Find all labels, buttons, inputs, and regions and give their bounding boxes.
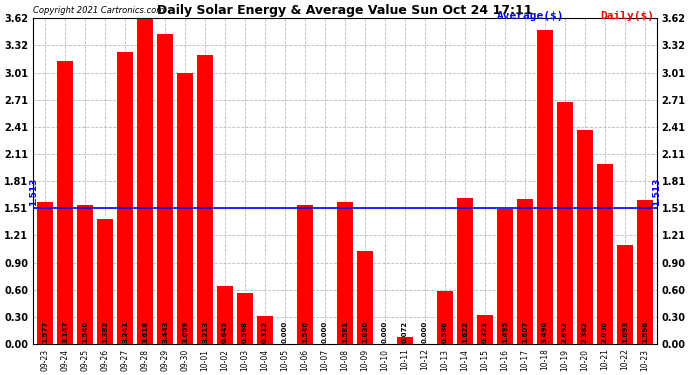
Text: 0.000: 0.000 [282,321,288,343]
Bar [117,53,133,344]
Text: 0.000: 0.000 [322,321,328,343]
Text: 2.692: 2.692 [562,321,568,343]
Bar [97,219,113,344]
Bar [77,205,93,344]
Text: 3.443: 3.443 [162,320,168,343]
Text: 1.577: 1.577 [42,321,48,343]
Text: 0.645: 0.645 [222,321,228,343]
Text: 3.490: 3.490 [542,321,548,343]
Text: 1.513: 1.513 [652,177,661,206]
Bar [57,61,73,344]
Text: 1.622: 1.622 [462,321,468,343]
Bar [557,102,573,344]
Bar [597,164,613,344]
Text: 3.618: 3.618 [142,321,148,343]
Text: 1.382: 1.382 [102,321,108,343]
Text: 3.213: 3.213 [202,321,208,343]
Text: 3.009: 3.009 [182,321,188,343]
Text: 2.382: 2.382 [582,321,588,343]
Text: 1.581: 1.581 [342,321,348,343]
Bar [477,315,493,344]
Bar [177,73,193,344]
Text: Copyright 2021 Cartronics.com: Copyright 2021 Cartronics.com [33,6,164,15]
Bar [357,251,373,344]
Text: 1.596: 1.596 [642,321,648,343]
Text: 1.513: 1.513 [29,177,38,206]
Text: 0.312: 0.312 [262,321,268,343]
Title: Daily Solar Energy & Average Value Sun Oct 24 17:11: Daily Solar Energy & Average Value Sun O… [157,4,533,17]
Bar [497,209,513,344]
Text: 0.321: 0.321 [482,321,488,343]
Text: 0.000: 0.000 [382,321,388,343]
Bar [337,202,353,344]
Bar [197,55,213,344]
Bar [537,30,553,344]
Text: 1.540: 1.540 [82,321,88,343]
Bar [257,316,273,344]
Bar [157,34,173,344]
Text: 0.586: 0.586 [442,321,448,343]
Text: 1.093: 1.093 [622,321,628,343]
Bar [517,199,533,344]
Text: 3.241: 3.241 [122,321,128,343]
Bar [297,205,313,344]
Bar [137,18,153,344]
Bar [437,291,453,344]
Bar [237,292,253,344]
Bar [397,337,413,344]
Bar [217,286,233,344]
Text: 1.495: 1.495 [502,321,508,343]
Text: 1.030: 1.030 [362,321,368,343]
Text: 0.072: 0.072 [402,321,408,343]
Bar [457,198,473,344]
Bar [637,200,653,344]
Bar [617,246,633,344]
Text: Daily($): Daily($) [600,11,654,21]
Text: 3.147: 3.147 [62,321,68,343]
Bar [37,202,53,344]
Bar [577,130,593,344]
Text: 0.568: 0.568 [242,321,248,343]
Text: 0.000: 0.000 [422,321,428,343]
Text: 1.540: 1.540 [302,321,308,343]
Text: Average($): Average($) [497,11,564,21]
Text: 1.607: 1.607 [522,321,528,343]
Text: 2.000: 2.000 [602,321,608,343]
